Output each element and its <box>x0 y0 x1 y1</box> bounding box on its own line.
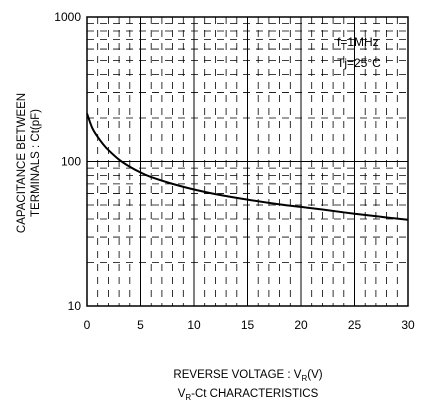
chart-caption: VR-Ct CHARACTERISTICS <box>178 388 319 402</box>
x-axis-title-tail: (V) <box>307 369 323 381</box>
y-axis-title: CAPACITANCE BETWEEN TERMINALS : Ct(pF) <box>16 93 42 233</box>
x-tick-label: 15 <box>241 318 255 332</box>
plot-frame <box>86 16 409 307</box>
major-grid <box>87 17 408 306</box>
x-tick-label: 0 <box>84 318 91 332</box>
x-axis-title: REVERSE VOLTAGE : VR(V) <box>173 369 322 383</box>
caption-main: V <box>178 388 186 400</box>
x-tick-label: 30 <box>401 318 415 332</box>
x-axis-title-main: REVERSE VOLTAGE : V <box>173 369 301 381</box>
y-tick-labels: 10 100 1000 <box>54 10 81 313</box>
x-tick-labels: 0 5 10 15 20 25 30 <box>84 318 415 332</box>
y-axis-title-line1: CAPACITANCE BETWEEN <box>16 93 28 233</box>
x-tick-label: 20 <box>294 318 308 332</box>
annotation-frequency: f=1MHz <box>337 35 379 49</box>
y-axis-title-line2: TERMINALS : Ct(pF) <box>30 109 42 217</box>
y-tick-label: 10 <box>68 299 82 313</box>
caption-tail: -Ct CHARACTERISTICS <box>191 388 318 400</box>
caption-sub: R <box>185 393 191 402</box>
x-tick-label: 10 <box>187 318 201 332</box>
annotation-temperature: Tj=25°C <box>337 56 381 70</box>
x-axis-title-sub: R <box>301 374 307 383</box>
x-tick-label: 25 <box>348 318 362 332</box>
series-line-ct-vs-vr <box>86 113 409 221</box>
y-tick-label: 1000 <box>54 10 81 24</box>
y-tick-label: 100 <box>61 155 81 169</box>
x-tick-label: 5 <box>137 318 144 332</box>
